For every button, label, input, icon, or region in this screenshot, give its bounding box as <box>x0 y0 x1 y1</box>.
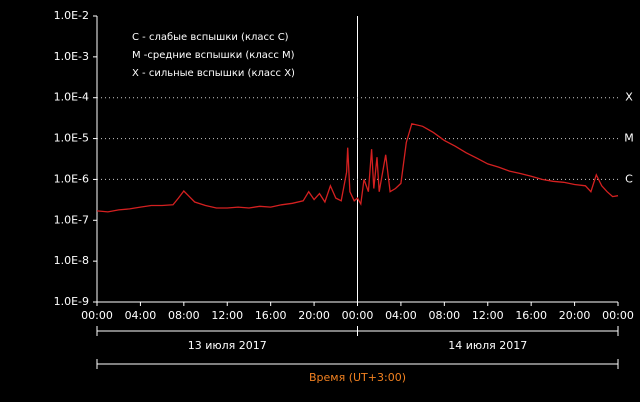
y-tick-label: 1.0E-2 <box>54 9 89 22</box>
y-tick-label: 1.0E-7 <box>54 213 89 226</box>
x-tick-label: 12:00 <box>472 309 504 322</box>
x-tick-label: 16:00 <box>515 309 547 322</box>
x-tick-label: 20:00 <box>298 309 330 322</box>
x-tick-label: 00:00 <box>602 309 634 322</box>
y-tick-label: 1.0E-6 <box>54 172 89 185</box>
legend-text: M -средние вспышки (класс M) <box>132 50 295 61</box>
flare-level-label: M <box>624 132 634 145</box>
flare-level-label: C <box>625 172 633 185</box>
x-tick-label: 04:00 <box>125 309 157 322</box>
x-tick-label: 00:00 <box>81 309 113 322</box>
y-tick-label: 1.0E-3 <box>54 50 89 63</box>
day-label: 13 июля 2017 <box>188 339 267 352</box>
legend-text: C - слабые вспышки (класс C) <box>132 32 289 43</box>
y-tick-label: 1.0E-8 <box>54 254 89 267</box>
x-axis-label: Время (UT+3:00) <box>309 371 406 384</box>
y-tick-label: 1.0E-9 <box>54 295 89 308</box>
x-tick-label: 04:00 <box>385 309 417 322</box>
x-tick-label: 08:00 <box>168 309 200 322</box>
y-tick-label: 1.0E-5 <box>54 132 89 145</box>
x-tick-label: 00:00 <box>342 309 374 322</box>
flux-line <box>96 123 619 213</box>
y-tick-label: 1.0E-4 <box>54 91 89 104</box>
x-tick-label: 20:00 <box>559 309 591 322</box>
x-tick-label: 08:00 <box>428 309 460 322</box>
x-tick-label: 12:00 <box>211 309 243 322</box>
x-tick-label: 16:00 <box>255 309 287 322</box>
legend-text: X - сильные вспышки (класс X) <box>132 68 295 79</box>
day-label: 14 июля 2017 <box>448 339 527 352</box>
flare-level-label: X <box>625 91 633 104</box>
